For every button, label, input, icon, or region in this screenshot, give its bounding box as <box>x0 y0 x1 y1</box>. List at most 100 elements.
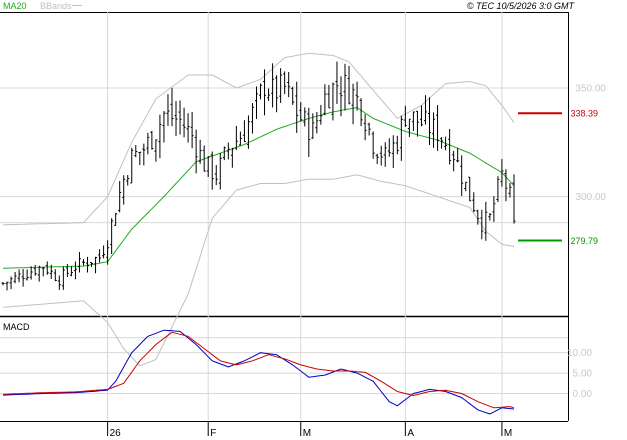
ohlc-bar <box>343 63 347 111</box>
ohlc-bar <box>242 120 246 143</box>
ohlc-bar <box>319 104 323 125</box>
ohlc-bar <box>407 118 411 138</box>
ohlc-bar <box>210 151 214 190</box>
ohlc-bar <box>287 72 291 98</box>
ohlc-bar <box>98 249 102 263</box>
ohlc-bar <box>222 146 226 161</box>
ohlc-bar <box>85 256 89 273</box>
ohlc-bar <box>186 113 190 143</box>
ohlc-bar <box>53 269 57 282</box>
ohlc-bar <box>299 102 303 122</box>
ohlc-bar <box>271 63 275 108</box>
ohlc-bar <box>174 101 178 136</box>
ohlc-bar <box>347 65 351 105</box>
ohlc-bar <box>1 282 5 286</box>
ohlc-bar <box>472 192 476 213</box>
ohlc-bar <box>331 82 335 121</box>
ohlc-bar <box>166 94 170 126</box>
bband-lower-line <box>2 174 515 367</box>
ohlc-bar <box>81 259 85 266</box>
ohlc-bar <box>283 71 287 95</box>
ohlc-bar <box>323 84 327 116</box>
ohlc-bar <box>5 281 9 291</box>
x-tick-label: M <box>504 428 512 439</box>
ohlc-bar <box>130 147 134 184</box>
bband-upper-line <box>2 52 515 226</box>
ohlc-bar <box>69 266 73 277</box>
ohlc-bar <box>411 111 415 131</box>
ohlc-bar <box>456 147 460 163</box>
ohlc-bar <box>206 156 210 177</box>
ohlc-bar <box>375 153 379 165</box>
ohlc-bar <box>295 81 299 133</box>
ohlc-bar <box>250 103 254 134</box>
ohlc-bar <box>359 98 363 127</box>
ohlc-bar <box>512 174 516 224</box>
ohlc-bar <box>230 147 234 168</box>
ohlc-bar <box>367 122 371 136</box>
price-bars-layer <box>1 61 516 291</box>
ohlc-bar <box>315 112 319 134</box>
ohlc-bar <box>198 139 202 164</box>
x-tick-label: A <box>407 428 414 439</box>
ohlc-bar <box>49 264 53 279</box>
ohlc-bar <box>9 276 13 290</box>
levels-layer: 338.39 279.79 <box>518 109 598 246</box>
price-y-tick-label: 350.00 <box>575 84 606 95</box>
ohlc-bar <box>170 87 174 127</box>
macd-y-tick-label: 5.00 <box>573 369 593 380</box>
ohlc-bar <box>415 110 419 137</box>
ohlc-bar <box>387 138 391 157</box>
ohlc-bar <box>423 95 427 125</box>
ohlc-bar <box>496 176 500 202</box>
ohlc-bar <box>158 114 162 159</box>
ohlc-bar <box>263 69 267 116</box>
grid-lines <box>0 12 568 421</box>
macd-title: MACD <box>3 322 30 332</box>
ohlc-bar <box>57 275 61 290</box>
ohlc-bar <box>25 269 29 281</box>
ohlc-bar <box>379 145 383 166</box>
copyright-label: © TEC 10/5/2026 3:0 GMT <box>467 1 576 11</box>
ohlc-bar <box>351 83 355 125</box>
ohlc-bar <box>214 165 218 186</box>
ohlc-bar <box>395 135 399 155</box>
ohlc-bar <box>504 169 508 202</box>
ohlc-bar <box>436 105 440 151</box>
ma20-line <box>2 106 515 269</box>
ohlc-bar <box>134 145 138 158</box>
ohlc-bar <box>226 142 230 160</box>
x-tick-label: M <box>303 428 311 439</box>
ohlc-bar <box>428 97 432 145</box>
ohlc-bar <box>90 261 94 267</box>
ohlc-bar <box>508 183 512 198</box>
ohlc-bar <box>307 107 311 157</box>
ohlc-bar <box>259 83 263 100</box>
ohlc-bar <box>391 135 395 168</box>
ohlc-bar <box>327 84 331 109</box>
ohlc-bar <box>154 139 158 162</box>
macd-y-tick-label: 10.00 <box>567 348 592 359</box>
bbands-layer <box>2 52 515 367</box>
ohlc-bar <box>114 212 118 226</box>
ohlc-bar <box>484 201 488 241</box>
ohlc-bar <box>37 265 41 282</box>
ohlc-bar <box>194 129 198 174</box>
ohlc-bar <box>106 240 110 265</box>
ohlc-bar <box>363 114 367 141</box>
legend-bbands: BBands <box>40 1 72 11</box>
ohlc-bar <box>218 153 222 190</box>
ohlc-bar <box>21 269 25 287</box>
ohlc-bar <box>17 269 21 283</box>
macd-line <box>2 329 515 415</box>
ohlc-bar <box>448 128 452 165</box>
ohlc-bar <box>480 209 484 240</box>
ohlc-bar <box>460 155 464 197</box>
ohlc-bar <box>291 86 295 105</box>
ohlc-bar <box>468 176 472 202</box>
ohlc-bar <box>403 105 407 127</box>
ohlc-bar <box>142 143 146 166</box>
ohlc-bar <box>246 115 250 149</box>
